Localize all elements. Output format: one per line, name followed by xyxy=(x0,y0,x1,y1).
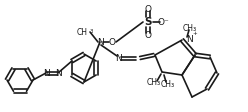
Text: N: N xyxy=(55,69,61,78)
Text: +: + xyxy=(192,31,197,36)
Text: S: S xyxy=(144,17,152,27)
Text: CH₃: CH₃ xyxy=(161,80,175,88)
Text: CH₃: CH₃ xyxy=(147,78,161,86)
Text: O: O xyxy=(145,30,152,40)
Text: N: N xyxy=(97,38,103,46)
Text: N: N xyxy=(115,54,121,62)
Text: CH₃: CH₃ xyxy=(183,24,197,32)
Text: O: O xyxy=(145,4,152,14)
Text: N: N xyxy=(43,69,49,78)
Text: CH: CH xyxy=(77,28,88,37)
Text: O⁻: O⁻ xyxy=(157,17,169,27)
Text: 3: 3 xyxy=(90,29,93,34)
Text: N: N xyxy=(186,34,193,43)
Text: O: O xyxy=(109,38,116,46)
